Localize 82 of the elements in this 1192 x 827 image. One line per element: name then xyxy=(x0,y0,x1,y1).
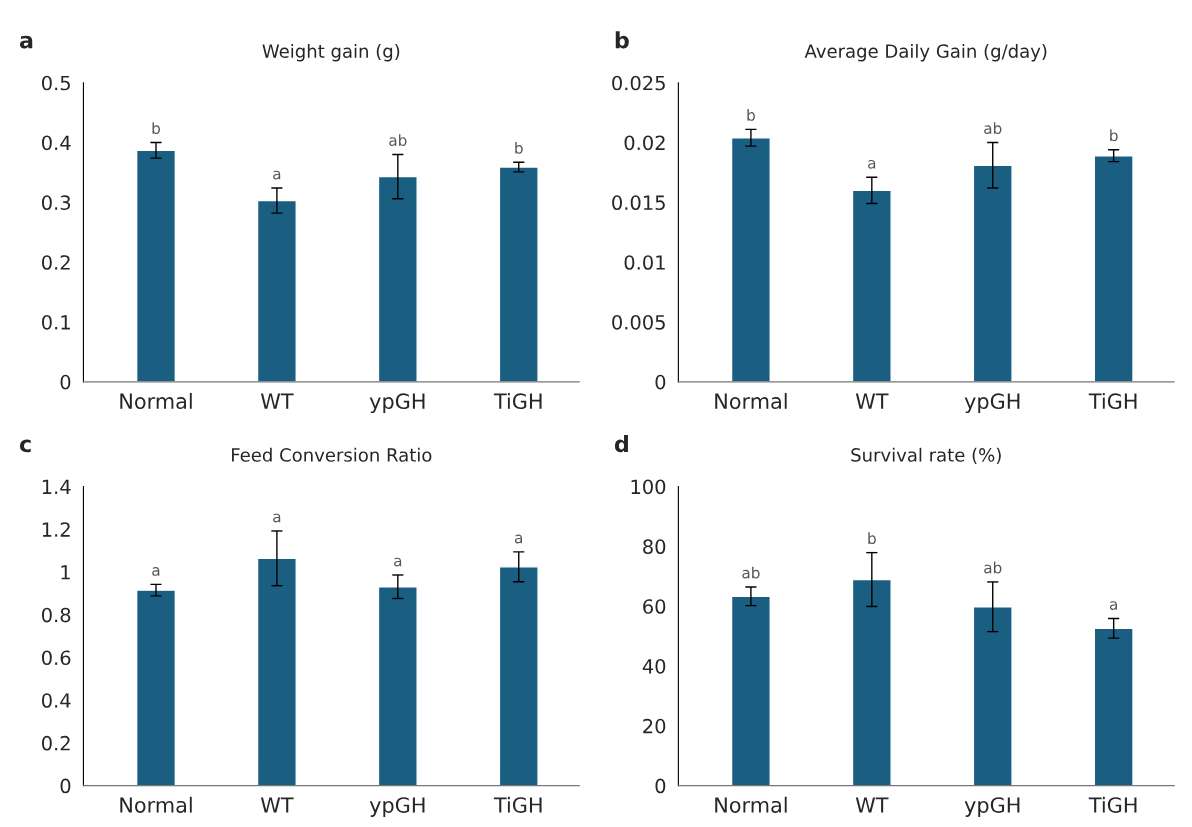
bar xyxy=(498,566,539,786)
y-tick-label: 0 xyxy=(655,374,666,390)
chart-title: Survival rate (%) xyxy=(851,447,1001,464)
bar xyxy=(972,606,1013,786)
y-tick-label: 0 xyxy=(655,778,666,794)
annotation: b xyxy=(152,122,160,135)
y-tick-label: 0.8 xyxy=(41,607,71,623)
annotation: a xyxy=(1109,601,1117,610)
y-tick-label: 20 xyxy=(643,718,666,734)
y-tick-label: 40 xyxy=(642,658,666,674)
bar xyxy=(1093,154,1134,382)
y-tick-label: 0.2 xyxy=(41,735,70,751)
x-tick-label: ypGH xyxy=(369,393,425,414)
y-tick-label: 100 xyxy=(631,479,666,495)
y-tick-label: 0.02 xyxy=(624,135,665,151)
chart-title: Average Daily Gain (g/day) xyxy=(804,43,1047,62)
bar xyxy=(377,175,418,382)
y-tick-label: 0.3 xyxy=(41,195,71,211)
y-tick-label: 0.005 xyxy=(612,314,665,330)
y-tick-label: 80 xyxy=(643,539,666,555)
y-tick-label: 60 xyxy=(643,599,666,614)
x-tick-label: TiGH xyxy=(493,796,542,813)
annotation: a xyxy=(394,557,402,567)
x-tick-label: ypGH xyxy=(369,797,425,817)
x-tick-label: Normal xyxy=(715,796,787,813)
x-tick-label: WT xyxy=(855,797,889,813)
text: b xyxy=(615,31,629,49)
text: c xyxy=(19,439,31,453)
y-tick-label: 0.4 xyxy=(41,135,71,151)
annotation: ab xyxy=(984,122,1002,135)
y-tick-label: 0.4 xyxy=(41,693,71,708)
annotation: b xyxy=(515,141,523,154)
x-tick-label: Normal xyxy=(715,392,787,410)
bar xyxy=(851,578,892,786)
text: d xyxy=(614,435,628,453)
chart-title: Feed Conversion Ratio xyxy=(232,447,432,462)
annotation: ab xyxy=(984,561,1002,574)
y-tick-label: 0.01 xyxy=(624,255,665,270)
annotation: a xyxy=(514,534,523,544)
x-tick-label: TiGH xyxy=(493,392,542,410)
annotation: a xyxy=(273,513,281,523)
bar xyxy=(972,164,1013,382)
x-tick-label: TiGH xyxy=(1088,392,1137,410)
y-tick-label: 0.2 xyxy=(41,255,70,270)
annotation: b xyxy=(747,109,755,121)
y-tick-label: 0 xyxy=(60,778,71,794)
bar xyxy=(256,199,297,382)
bar xyxy=(377,586,418,786)
y-tick-label: 0.5 xyxy=(41,75,70,91)
y-tick-label: 0 xyxy=(60,374,71,390)
annotation: ab xyxy=(389,134,407,146)
bar xyxy=(730,595,771,786)
x-tick-label: ypGH xyxy=(964,393,1020,414)
annotation: b xyxy=(868,532,876,545)
y-tick-label: 1 xyxy=(61,565,70,580)
y-tick-label: 0.015 xyxy=(612,195,665,211)
annotation: b xyxy=(1110,129,1118,142)
bar xyxy=(498,166,539,382)
y-tick-label: 1.2 xyxy=(42,522,70,537)
x-tick-label: WT xyxy=(855,393,889,409)
y-tick-label: 0.1 xyxy=(41,314,70,330)
y-tick-label: 0.6 xyxy=(41,650,71,666)
y-tick-label: 1.4 xyxy=(42,479,71,494)
x-tick-label: Normal xyxy=(120,796,192,813)
annotation: ab xyxy=(742,566,760,579)
x-tick-label: Normal xyxy=(120,392,192,410)
bar xyxy=(135,149,177,382)
x-tick-label: ypGH xyxy=(964,797,1020,817)
annotation: a xyxy=(152,567,160,576)
bar xyxy=(1093,627,1134,786)
x-tick-label: WT xyxy=(260,393,294,409)
y-tick-label: 0.025 xyxy=(612,75,665,91)
bar xyxy=(135,589,177,786)
annotation: a xyxy=(273,170,281,180)
bar xyxy=(730,137,771,382)
bar xyxy=(256,557,297,786)
bar xyxy=(851,189,892,382)
text: a xyxy=(19,35,33,49)
x-tick-label: TiGH xyxy=(1088,796,1137,813)
annotation: a xyxy=(868,159,876,169)
x-tick-label: WT xyxy=(260,797,294,813)
chart-title: Weight gain (g) xyxy=(262,43,400,62)
